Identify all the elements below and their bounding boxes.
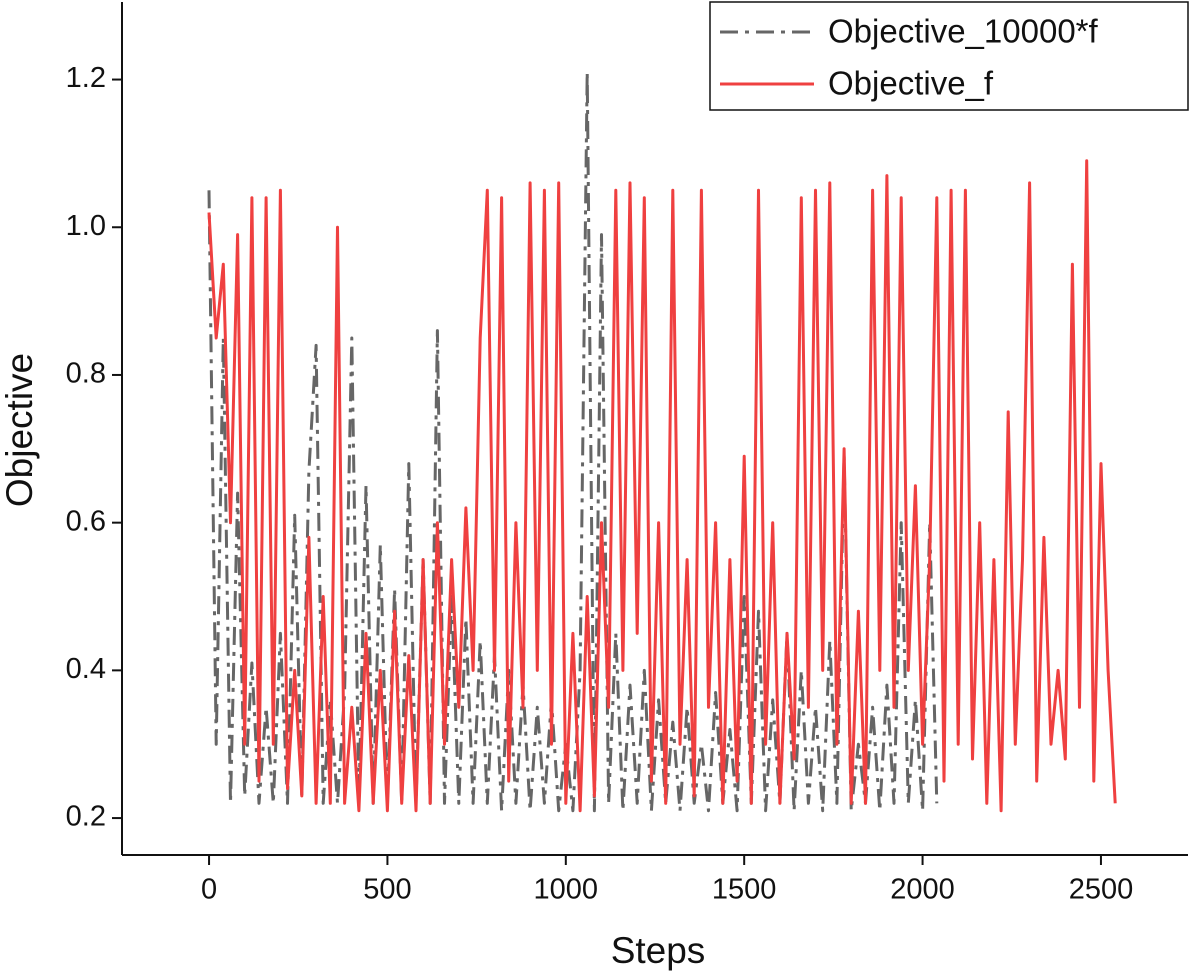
legend-label: Objective_f — [828, 65, 994, 102]
x-axis-title: Steps — [611, 930, 706, 971]
x-tick-label: 1500 — [712, 874, 777, 906]
data-line — [207, 159, 1117, 813]
legend-label: Objective_10000*f — [828, 13, 1099, 50]
x-tick-label: 2000 — [890, 874, 955, 906]
legend: Objective_10000*f Objective_f — [709, 1, 1189, 111]
x-tick-label: 2500 — [1069, 874, 1134, 906]
y-axis-title: Objective — [0, 353, 40, 507]
x-tick-label: 1000 — [534, 874, 599, 906]
y-tick-label: 0.6 — [66, 505, 106, 537]
y-tick-label: 1.0 — [66, 210, 106, 242]
data-line — [207, 70, 939, 813]
y-tick-label: 0.8 — [66, 358, 106, 390]
x-tick-label: 500 — [363, 874, 411, 906]
x-tick-label: 0 — [201, 874, 217, 906]
legend-box — [709, 1, 1189, 111]
y-tick-label: 0.4 — [66, 653, 106, 685]
y-tick-label: 1.2 — [66, 62, 106, 94]
y-tick-label: 0.2 — [66, 801, 106, 833]
